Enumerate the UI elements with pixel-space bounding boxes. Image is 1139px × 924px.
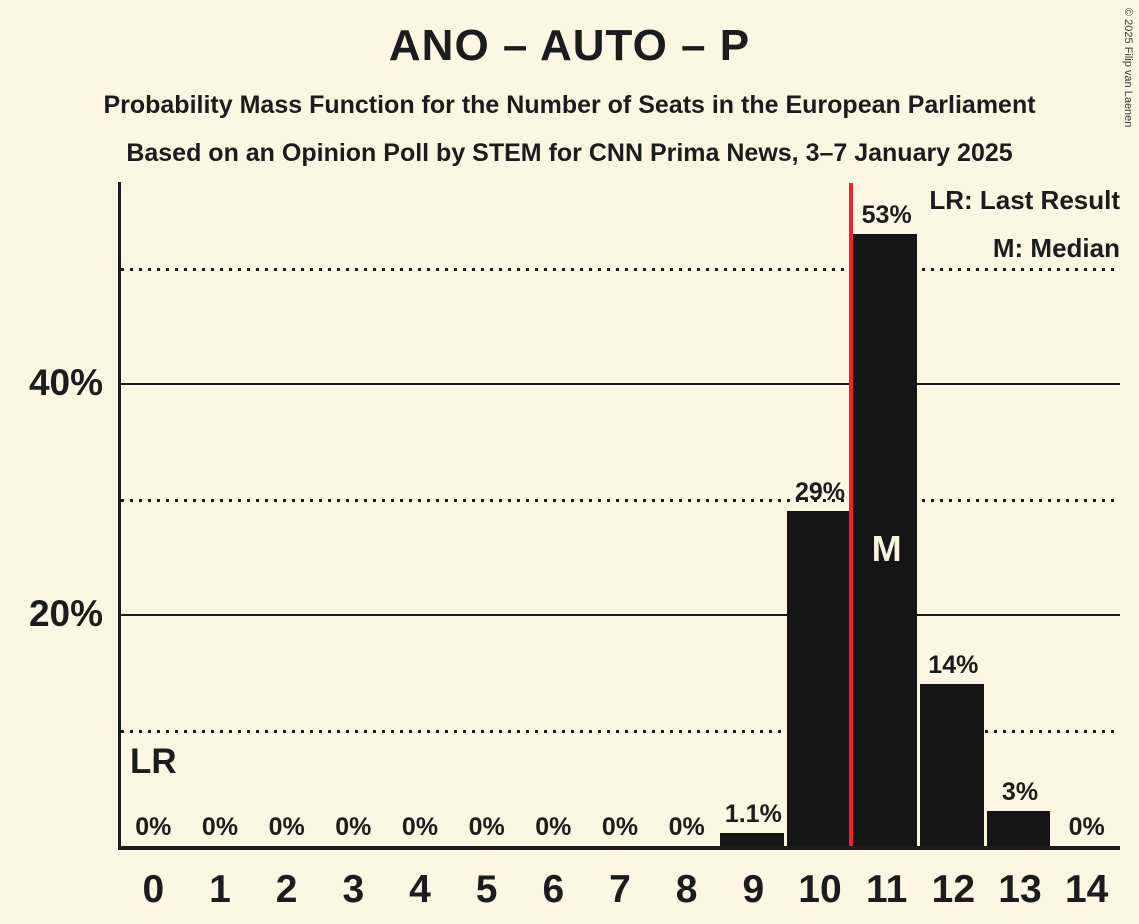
- value-label-7: 0%: [601, 813, 639, 841]
- gridline-dotted-30: [121, 498, 1120, 502]
- y-axis-line: [118, 182, 121, 850]
- bar-11: [853, 233, 917, 846]
- copyright-notice: © 2025 Filip van Laenen: [1122, 8, 1134, 128]
- last-result-line: [849, 183, 854, 850]
- y-tick-40: 40%: [28, 362, 103, 403]
- value-label-4: 0%: [401, 813, 439, 841]
- bar-12: [920, 684, 984, 846]
- x-tick-6: 6: [542, 868, 565, 911]
- x-tick-11: 11: [866, 868, 908, 911]
- value-label-5: 0%: [468, 813, 505, 841]
- chart-title: ANO – AUTO – P: [388, 21, 751, 70]
- value-label-0: 0%: [135, 813, 172, 841]
- gridline-solid-20: [121, 614, 1120, 616]
- x-tick-13: 13: [998, 868, 1042, 911]
- x-tick-8: 8: [675, 868, 698, 911]
- value-label-14: 0%: [1068, 813, 1105, 841]
- value-label-2: 0%: [268, 813, 305, 841]
- value-label-8: 0%: [668, 813, 705, 841]
- x-tick-10: 10: [798, 868, 842, 911]
- gridline-dotted-10: [121, 729, 1120, 733]
- y-tick-20: 20%: [28, 593, 103, 634]
- gridline-solid-40: [121, 383, 1120, 385]
- x-tick-12: 12: [931, 868, 976, 911]
- legend-last-result: LR: Last Result: [929, 185, 1120, 215]
- value-label-10: 29%: [794, 478, 846, 507]
- gridline-dotted-50: [121, 267, 1120, 271]
- value-label-9: 1.1%: [724, 800, 782, 829]
- value-label-1: 0%: [201, 813, 239, 841]
- value-label-6: 0%: [535, 813, 572, 841]
- x-tick-9: 9: [742, 868, 765, 911]
- value-label-3: 0%: [335, 813, 372, 841]
- value-label-12: 14%: [928, 651, 979, 680]
- chart-subtitle-source: Based on an Opinion Poll by STEM for CNN…: [126, 139, 1013, 167]
- x-tick-14: 14: [1064, 868, 1109, 911]
- x-tick-2: 2: [275, 868, 298, 911]
- bar-9: [720, 833, 784, 846]
- value-label-11: 53%: [861, 200, 912, 229]
- bar-10: [786, 511, 851, 846]
- x-tick-3: 3: [342, 868, 365, 911]
- x-tick-7: 7: [609, 868, 631, 911]
- median-annotation: M: [871, 528, 902, 569]
- last-result-annotation: LR: [130, 742, 177, 781]
- x-tick-5: 5: [475, 868, 498, 911]
- bar-13: [986, 811, 1051, 846]
- x-axis-line: [118, 846, 1120, 850]
- x-tick-4: 4: [409, 868, 431, 911]
- value-label-13: 3%: [1001, 778, 1039, 807]
- x-tick-1: 1: [209, 868, 231, 911]
- x-tick-0: 0: [142, 868, 165, 911]
- chart-subtitle: Probability Mass Function for the Number…: [103, 91, 1036, 119]
- legend-median: M: Median: [992, 233, 1120, 263]
